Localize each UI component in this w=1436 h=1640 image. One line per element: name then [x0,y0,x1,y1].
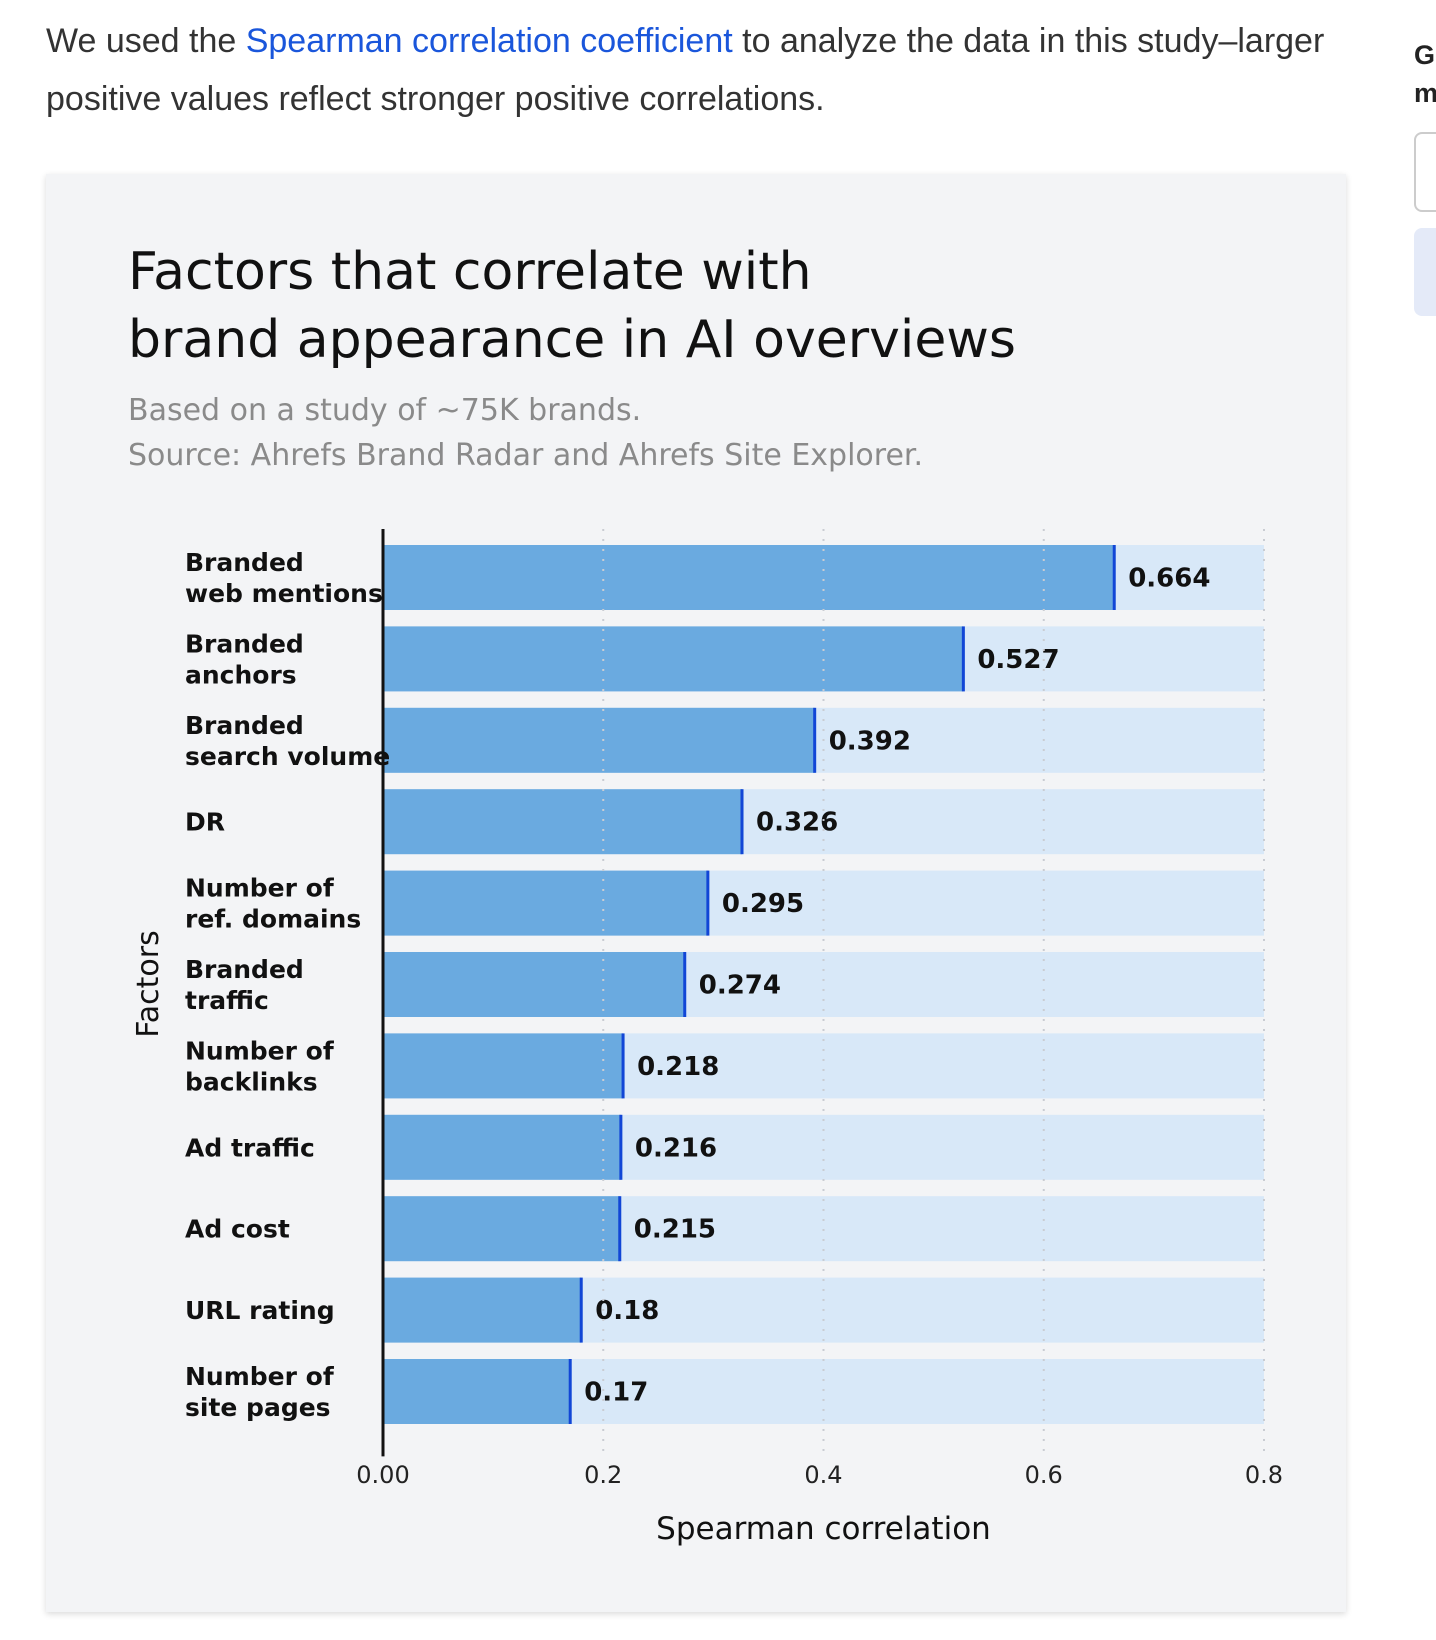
bar-end-marker [740,789,744,855]
bar-end-marker [683,952,687,1017]
bar-end-marker [621,1033,625,1099]
bar [383,870,708,936]
data-label: 0.664 [1128,564,1210,594]
category-label: Number of ref. domains [185,874,361,934]
sidebar-button[interactable] [1414,228,1436,316]
sidebar-heading: G m [1414,40,1436,108]
intro-paragraph: We used the Spearman correlation coeffic… [46,12,1346,128]
bar [383,789,743,855]
bar [383,1033,624,1099]
x-tick-label: 0.2 [584,1461,622,1489]
bar-end-marker [618,1196,622,1262]
bar [383,1359,571,1424]
bar-end-marker [961,626,965,692]
data-label: 0.326 [756,808,838,838]
data-label: 0.527 [977,645,1059,675]
data-label: 0.295 [722,889,804,919]
category-label: Number of site pages [185,1362,335,1422]
chart-subtitle: Based on a study of ~75K brands. Source:… [128,388,923,478]
x-tick-label: 0.4 [804,1461,842,1489]
subtitle-line: Based on a study of ~75K brands. [128,393,642,428]
x-tick-label: 0.8 [1245,1461,1283,1489]
category-label: Branded traffic [185,955,304,1015]
bar-end-marker [579,1277,583,1343]
bar [383,1277,582,1343]
bar-end-marker [568,1359,572,1424]
bar-end-marker [706,870,710,936]
category-label: URL rating [185,1296,335,1325]
chart-card: Factors that correlate with brand appear… [46,174,1346,1612]
category-label: Branded search volume [185,711,390,771]
spearman-link[interactable]: Spearman correlation coefficient [245,22,733,60]
category-label: Ad cost [185,1215,290,1244]
sidebar-input[interactable] [1414,132,1436,212]
category-label: DR [185,808,225,837]
category-label: Branded web mentions [185,548,383,608]
bar [383,545,1115,610]
source-line: Source: Ahrefs Brand Radar and Ahrefs Si… [128,438,924,473]
data-label: 0.392 [829,726,911,756]
bar-end-marker [1112,545,1116,610]
intro-text-rest: to analyze the data in this study–larger… [46,22,1325,118]
category-label: Branded anchors [185,629,304,689]
bar [383,952,685,1017]
data-label: 0.216 [635,1133,717,1163]
bar [383,1114,621,1180]
bar [383,707,815,773]
bar [383,1196,620,1262]
data-label: 0.17 [584,1378,648,1408]
y-axis-title: Factors [131,930,166,1037]
bar-chart: 0.664 Branded web mentions 0.527 Branded anch… [131,529,1283,1547]
x-axis-title: Spearman correlation [656,1511,991,1547]
bar [383,626,964,692]
chart-title: Factors that correlate with brand appear… [128,242,1016,370]
data-label: 0.18 [595,1296,659,1326]
data-label: 0.215 [634,1215,716,1245]
x-tick-label: 0.00 [356,1461,409,1489]
data-label: 0.274 [699,971,781,1001]
category-label: Number of backlinks [185,1036,335,1096]
bar-end-marker [619,1114,623,1180]
intro-text: We used the [46,22,246,60]
category-label: Ad traffic [185,1133,315,1162]
bar-end-marker [813,707,817,773]
data-label: 0.218 [637,1052,719,1082]
x-tick-label: 0.6 [1025,1461,1063,1489]
